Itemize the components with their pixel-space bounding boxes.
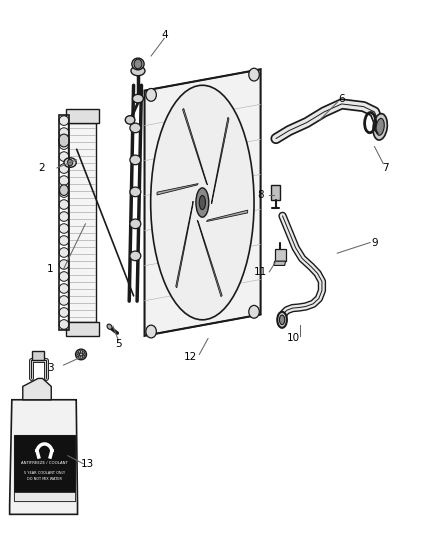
Ellipse shape (76, 349, 86, 360)
Polygon shape (212, 117, 229, 204)
FancyBboxPatch shape (68, 123, 96, 322)
Ellipse shape (59, 128, 69, 138)
Ellipse shape (64, 158, 76, 167)
Ellipse shape (130, 219, 141, 229)
Ellipse shape (59, 164, 69, 173)
Ellipse shape (125, 116, 135, 124)
Text: 11: 11 (254, 267, 267, 277)
Polygon shape (183, 108, 208, 185)
Ellipse shape (59, 320, 69, 329)
Ellipse shape (130, 251, 141, 261)
Ellipse shape (59, 188, 69, 197)
Ellipse shape (107, 324, 112, 329)
Text: 5: 5 (115, 339, 122, 349)
Text: 12: 12 (184, 352, 197, 362)
FancyBboxPatch shape (275, 249, 286, 261)
Ellipse shape (59, 200, 69, 209)
Ellipse shape (131, 66, 145, 76)
Text: 8: 8 (257, 190, 264, 199)
Ellipse shape (59, 296, 69, 305)
Ellipse shape (130, 187, 141, 197)
Circle shape (134, 59, 142, 69)
Circle shape (249, 68, 259, 81)
Ellipse shape (59, 140, 69, 149)
Ellipse shape (132, 58, 144, 70)
Ellipse shape (59, 236, 69, 245)
Ellipse shape (59, 212, 69, 221)
Polygon shape (206, 210, 248, 222)
Ellipse shape (59, 260, 69, 269)
Polygon shape (197, 220, 222, 297)
FancyBboxPatch shape (66, 322, 99, 336)
Ellipse shape (199, 196, 205, 209)
Ellipse shape (59, 116, 69, 125)
Ellipse shape (373, 114, 387, 140)
Ellipse shape (59, 224, 69, 233)
Text: 10: 10 (287, 334, 300, 343)
Polygon shape (145, 69, 261, 336)
Circle shape (146, 88, 156, 101)
Ellipse shape (130, 123, 141, 133)
Polygon shape (274, 261, 286, 265)
Polygon shape (157, 183, 198, 195)
Ellipse shape (59, 248, 69, 257)
FancyBboxPatch shape (66, 109, 99, 123)
Text: 3: 3 (47, 363, 54, 373)
Circle shape (60, 185, 68, 196)
FancyBboxPatch shape (32, 351, 44, 360)
Polygon shape (176, 201, 193, 288)
Circle shape (146, 325, 156, 338)
Ellipse shape (130, 155, 141, 165)
Ellipse shape (59, 176, 69, 185)
Text: 2: 2 (38, 163, 45, 173)
Text: 13: 13 (81, 459, 94, 469)
Text: 7: 7 (382, 163, 389, 173)
FancyBboxPatch shape (271, 185, 280, 200)
Ellipse shape (277, 312, 287, 328)
Circle shape (59, 134, 69, 147)
Text: 5 YEAR COOLANT ONLY: 5 YEAR COOLANT ONLY (24, 471, 65, 474)
Ellipse shape (196, 188, 209, 217)
Ellipse shape (132, 94, 143, 103)
Text: ANTIFREEZE / COOLANT: ANTIFREEZE / COOLANT (21, 462, 68, 465)
FancyBboxPatch shape (14, 492, 75, 500)
Circle shape (67, 159, 73, 166)
Text: 4: 4 (161, 30, 168, 39)
Text: DO NOT MIX WATER: DO NOT MIX WATER (27, 477, 62, 481)
Ellipse shape (59, 272, 69, 281)
FancyBboxPatch shape (14, 435, 75, 500)
Ellipse shape (151, 85, 254, 320)
Ellipse shape (59, 152, 69, 161)
Ellipse shape (376, 118, 384, 135)
Circle shape (249, 305, 259, 318)
Text: 9: 9 (371, 238, 378, 247)
Ellipse shape (59, 308, 69, 317)
Ellipse shape (279, 315, 285, 325)
Polygon shape (10, 400, 78, 514)
Ellipse shape (59, 284, 69, 293)
Text: 6: 6 (338, 94, 345, 103)
Text: 1: 1 (47, 264, 54, 274)
Polygon shape (23, 378, 51, 400)
